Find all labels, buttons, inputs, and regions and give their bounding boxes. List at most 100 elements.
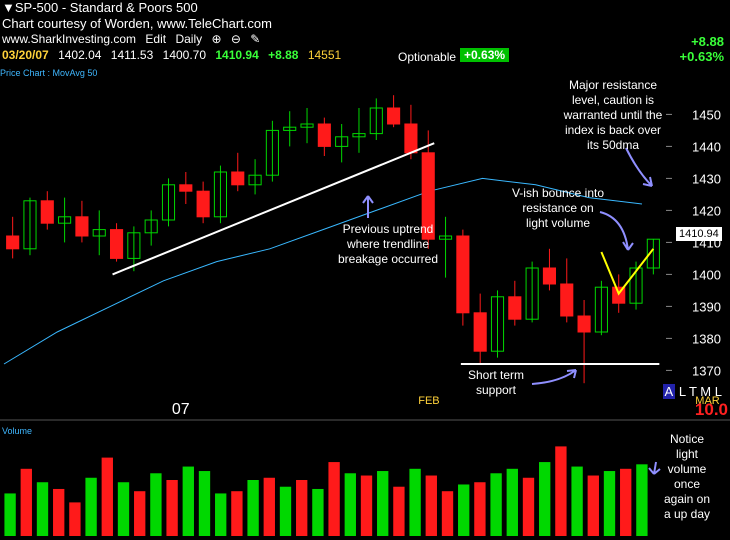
volume-bar (53, 488, 65, 536)
candle-body (58, 216, 72, 224)
candle-body (213, 171, 228, 218)
volume-bar (587, 475, 599, 536)
quote-high: 1411.53 (110, 48, 154, 62)
candle-body (404, 123, 418, 154)
annotation-bounce: V-ish bounce into resistance on light vo… (511, 186, 605, 230)
volume-bar (296, 480, 308, 536)
candle-body (248, 174, 262, 186)
volume-arrow (648, 461, 661, 475)
candle-body (196, 190, 210, 218)
v-bounce-mark (600, 248, 655, 296)
volume-bar (360, 475, 373, 536)
candle-body (542, 267, 557, 285)
y-tick-label: 1440 (692, 139, 721, 154)
volume-bar (4, 493, 16, 536)
candle-body (109, 229, 124, 259)
y-tick-label: 1390 (692, 299, 721, 314)
y-tick-label: 1420 (692, 203, 721, 218)
right-change-readout: +8.88 +0.63% (680, 34, 724, 64)
candle-body (421, 152, 435, 240)
volume-bar (555, 446, 567, 536)
quote-close: 1410.94 (215, 48, 259, 62)
volume-bar (69, 502, 81, 536)
period-dropdown[interactable]: Daily (175, 32, 203, 46)
x-tick-label: 07 (172, 401, 190, 418)
candle-body (75, 216, 89, 237)
volume-bar (231, 491, 243, 536)
uptrend-arrow (362, 195, 374, 218)
volume-bar (312, 488, 324, 536)
volume-bar (85, 477, 97, 536)
volume-bar (36, 482, 49, 536)
x-tick-label: FEB (418, 395, 439, 407)
candle-body (456, 235, 470, 314)
candle-body (525, 267, 539, 320)
candle-body (560, 283, 574, 317)
y-tick-label: 1370 (692, 363, 721, 378)
volume-bar (636, 464, 648, 536)
timeframe-selector: A L T M L (662, 384, 722, 399)
volume-bar (474, 482, 486, 536)
timeframe-a[interactable]: A (662, 384, 676, 399)
volume-bar (490, 473, 502, 536)
volume-bar (215, 493, 227, 536)
candle-body (594, 286, 608, 333)
volume-bar (247, 480, 259, 536)
volume-bar (571, 466, 583, 536)
candle-body (127, 232, 141, 259)
resistance-arrow (625, 147, 653, 187)
volume-bar (377, 471, 389, 536)
right-change: +8.88 (691, 34, 724, 49)
candle-body (317, 123, 331, 147)
title-menu-glyph[interactable]: ▼ (2, 0, 15, 15)
annotation-uptrend: Previous uptrend where trendline breakag… (337, 222, 439, 266)
percent-change-badge: +0.63% (460, 48, 510, 62)
volume-bar (150, 473, 162, 536)
scale-readout: 10.0 (694, 400, 728, 419)
y-tick-label: 1450 (692, 107, 721, 122)
candle-body (473, 312, 487, 352)
timeframe-m[interactable]: M (700, 384, 712, 399)
quote-date: 03/20/07 (2, 48, 49, 62)
candle-body (40, 200, 54, 224)
candle-body (179, 184, 193, 192)
volume-bar (393, 486, 405, 536)
volume-bar (198, 471, 211, 536)
zoom-in-icon[interactable]: ⊕ (211, 32, 222, 46)
volume-bar (344, 473, 356, 536)
candle-body (144, 219, 158, 234)
timeframe-l1[interactable]: L (678, 384, 686, 399)
candle-body (23, 200, 37, 250)
candle-body (352, 133, 366, 138)
candle-body (438, 235, 453, 240)
uptrend-trendline (112, 142, 435, 276)
pen-icon[interactable]: ✎ (250, 32, 261, 46)
edit-button[interactable]: Edit (145, 32, 167, 46)
optionable-label: Optionable (398, 50, 457, 64)
candle-body (6, 235, 20, 250)
volume-bar (117, 482, 130, 536)
candle-body (231, 171, 245, 186)
timeframe-l2[interactable]: L (714, 384, 722, 399)
candle-body (265, 129, 279, 176)
price-chart-label: Price Chart : MovAvg 50 (0, 68, 98, 78)
site-link[interactable]: www.SharkInvesting.com (2, 32, 137, 46)
annotation-volume: Notice light volume once again on a up d… (663, 432, 711, 521)
volume-bar (279, 486, 292, 536)
volume-bar (409, 468, 421, 536)
chart-title-text: SP-500 - Standard & Poors 500 (14, 0, 198, 15)
volume-bar (603, 471, 616, 536)
candle-body (300, 123, 314, 128)
volume-bar (101, 457, 113, 536)
candle-body (387, 107, 401, 125)
quote-line: 03/20/07 1402.04 1411.53 1400.70 1410.94… (2, 48, 347, 62)
zoom-out-icon[interactable]: ⊖ (230, 32, 241, 46)
quote-change: +8.88 (268, 48, 299, 62)
candle-body (577, 315, 591, 333)
volume-bar (506, 468, 518, 536)
last-price-box: 1410.94 (676, 227, 722, 241)
volume-bar (166, 480, 178, 536)
timeframe-t[interactable]: T (688, 384, 697, 399)
support-arrow (531, 369, 577, 385)
annotation-resistance: Major resistance level, caution is warra… (563, 78, 663, 152)
